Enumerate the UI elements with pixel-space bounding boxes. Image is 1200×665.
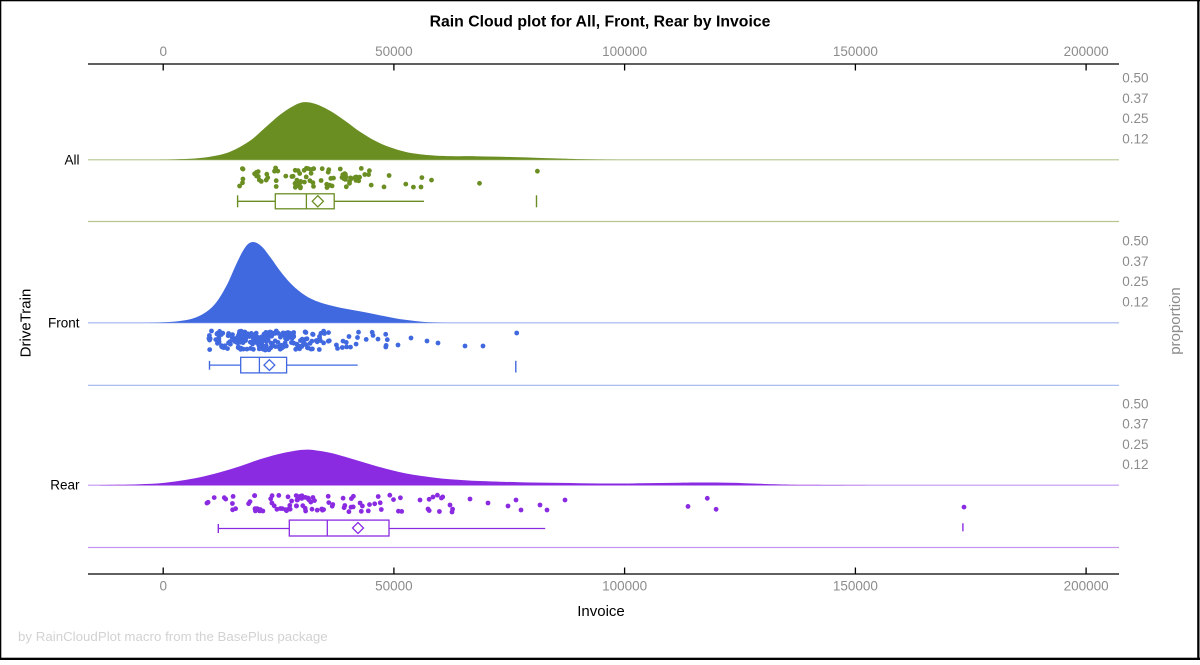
svg-text:0.25: 0.25: [1122, 437, 1148, 452]
svg-text:0.50: 0.50: [1122, 396, 1148, 411]
svg-text:0.37: 0.37: [1122, 254, 1148, 269]
svg-text:100000: 100000: [602, 44, 647, 59]
svg-text:proportion: proportion: [1167, 287, 1184, 355]
svg-text:All: All: [64, 152, 79, 167]
svg-text:Invoice: Invoice: [577, 603, 625, 620]
svg-text:0.37: 0.37: [1122, 417, 1148, 432]
svg-text:0.25: 0.25: [1122, 111, 1148, 126]
svg-text:Front: Front: [48, 315, 80, 330]
svg-text:by RainCloudPlot macro from th: by RainCloudPlot macro from the BasePlus…: [18, 629, 328, 644]
svg-text:0.12: 0.12: [1122, 457, 1148, 472]
svg-text:0.25: 0.25: [1122, 274, 1148, 289]
svg-text:200000: 200000: [1064, 44, 1109, 59]
svg-text:50000: 50000: [375, 579, 413, 594]
svg-text:0.50: 0.50: [1122, 71, 1148, 86]
svg-text:150000: 150000: [833, 44, 878, 59]
svg-text:0.50: 0.50: [1122, 234, 1148, 249]
svg-text:0: 0: [159, 579, 167, 594]
svg-text:200000: 200000: [1064, 579, 1109, 594]
svg-text:Rear: Rear: [50, 478, 80, 493]
svg-text:150000: 150000: [833, 579, 878, 594]
svg-text:0.12: 0.12: [1122, 131, 1148, 146]
svg-text:DriveTrain: DriveTrain: [18, 289, 35, 358]
svg-text:0: 0: [159, 44, 167, 59]
svg-text:Rain Cloud plot for All, Front: Rain Cloud plot for All, Front, Rear by …: [430, 14, 771, 31]
svg-text:0.12: 0.12: [1122, 294, 1148, 309]
svg-text:50000: 50000: [375, 44, 413, 59]
svg-text:0.37: 0.37: [1122, 91, 1148, 106]
svg-text:100000: 100000: [602, 579, 647, 594]
